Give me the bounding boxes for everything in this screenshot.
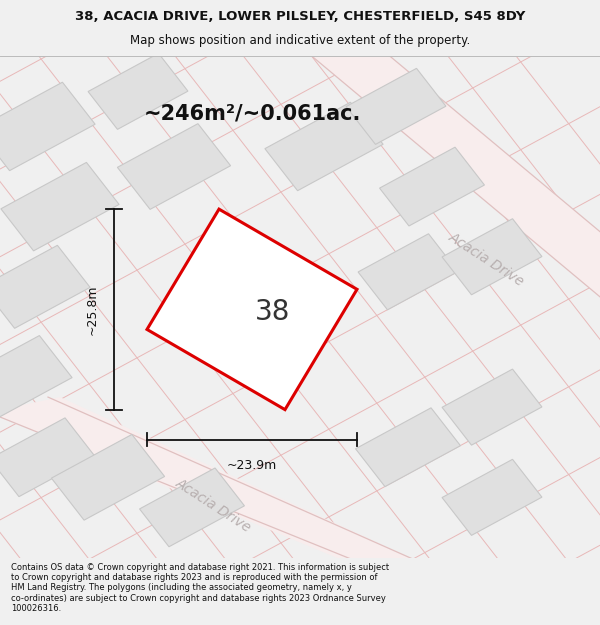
Polygon shape	[1, 162, 119, 251]
Polygon shape	[0, 246, 90, 328]
Polygon shape	[265, 102, 383, 191]
Text: Contains OS data © Crown copyright and database right 2021. This information is : Contains OS data © Crown copyright and d…	[11, 562, 389, 613]
Text: Map shows position and indicative extent of the property.: Map shows position and indicative extent…	[130, 34, 470, 47]
Text: 38: 38	[256, 298, 290, 326]
Text: ~246m²/~0.061ac.: ~246m²/~0.061ac.	[143, 104, 361, 124]
Polygon shape	[140, 468, 244, 547]
Polygon shape	[356, 408, 460, 487]
Text: ~25.8m: ~25.8m	[86, 284, 99, 334]
Polygon shape	[442, 459, 542, 536]
Polygon shape	[52, 434, 164, 520]
Polygon shape	[88, 53, 188, 129]
Polygon shape	[185, 266, 319, 368]
Text: Acacia Drive: Acacia Drive	[446, 230, 526, 289]
Text: Acacia Drive: Acacia Drive	[173, 475, 253, 534]
Polygon shape	[346, 68, 446, 144]
Polygon shape	[300, 46, 600, 307]
Text: ~23.9m: ~23.9m	[227, 459, 277, 472]
Polygon shape	[0, 397, 432, 568]
Polygon shape	[442, 369, 542, 445]
Polygon shape	[380, 147, 484, 226]
Polygon shape	[118, 124, 230, 209]
Polygon shape	[147, 209, 357, 409]
Polygon shape	[358, 234, 458, 310]
Text: 38, ACACIA DRIVE, LOWER PILSLEY, CHESTERFIELD, S45 8DY: 38, ACACIA DRIVE, LOWER PILSLEY, CHESTER…	[75, 11, 525, 23]
Polygon shape	[0, 82, 95, 171]
Polygon shape	[0, 418, 94, 497]
Polygon shape	[0, 336, 72, 419]
Polygon shape	[442, 219, 542, 295]
